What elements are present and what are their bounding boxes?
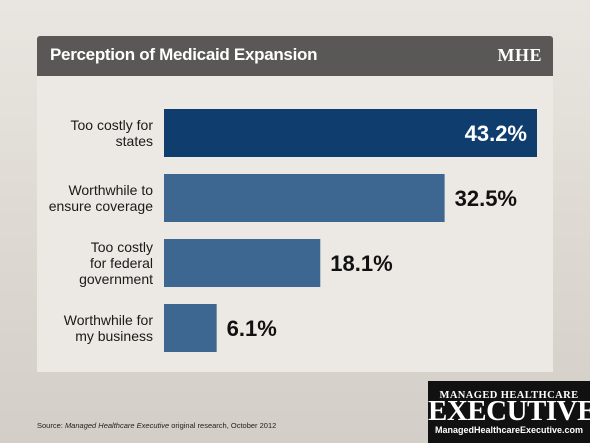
category-label-line: for federal	[90, 255, 153, 271]
category-label-line: Worthwhile to	[68, 182, 153, 198]
brand-mark: MHE	[497, 45, 542, 65]
chart-title: Perception of Medicaid Expansion	[50, 45, 318, 64]
source-prefix: Source:	[37, 421, 65, 430]
value-label-1: 32.5%	[455, 186, 517, 211]
bar-1	[164, 174, 445, 222]
category-label-line: states	[116, 133, 153, 149]
logo-line-2: EXECUTIVE	[428, 395, 590, 427]
category-label-line: my business	[75, 328, 153, 344]
category-label-2: Too costly for federal government	[79, 239, 153, 287]
category-label-line: ensure coverage	[49, 198, 154, 214]
source-publication: Managed Healthcare Executive	[64, 421, 170, 430]
bar-3	[164, 304, 217, 352]
source-note: Source: Managed Healthcare Executive ori…	[37, 421, 276, 430]
category-label-3: Worthwhile for my business	[64, 312, 154, 344]
category-label-line: Too costly for	[71, 117, 154, 133]
bar-0	[164, 109, 537, 157]
category-label-line: government	[79, 271, 153, 287]
category-label-line: Worthwhile for	[64, 312, 154, 328]
source-suffix: original research, October 2012	[169, 421, 277, 430]
logo-line-1: MANAGED HEALTHCARE	[439, 390, 579, 401]
value-label-0: 43.2%	[465, 121, 527, 146]
logo-url: ManagedHealthcareExecutive.com	[434, 425, 584, 435]
value-label-3: 6.1%	[227, 316, 277, 341]
category-label-0: Too costly for states	[71, 117, 154, 149]
title-bar: Perception of Medicaid Expansion MHE	[37, 36, 553, 76]
value-label-2: 18.1%	[330, 251, 392, 276]
bar-2	[164, 239, 321, 287]
publication-logo: MANAGED HEALTHCARE EXECUTIVE ManagedHeal…	[428, 381, 590, 443]
category-label-line: Too costly	[91, 239, 153, 255]
category-label-1: Worthwhile to ensure coverage	[49, 182, 154, 214]
